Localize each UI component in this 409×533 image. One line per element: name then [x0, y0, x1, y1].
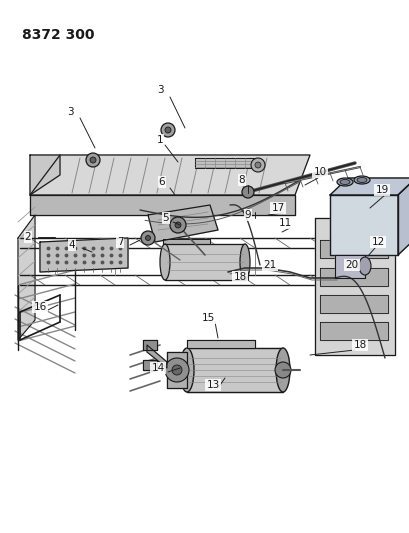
Text: 19: 19: [375, 185, 388, 195]
Polygon shape: [30, 155, 309, 195]
Text: 12: 12: [371, 237, 384, 247]
Text: 3: 3: [67, 107, 73, 117]
Text: 11: 11: [278, 218, 291, 228]
Circle shape: [170, 217, 186, 233]
Polygon shape: [319, 240, 387, 258]
Text: 16: 16: [33, 302, 47, 312]
Polygon shape: [40, 238, 128, 272]
Polygon shape: [314, 218, 394, 355]
Circle shape: [86, 153, 100, 167]
Circle shape: [241, 186, 254, 198]
Text: 4: 4: [69, 240, 75, 250]
Polygon shape: [148, 205, 218, 242]
Polygon shape: [397, 178, 409, 255]
Ellipse shape: [239, 244, 249, 280]
Polygon shape: [30, 155, 60, 195]
Polygon shape: [187, 340, 254, 348]
Text: 1: 1: [156, 135, 163, 145]
Text: 20: 20: [345, 260, 358, 270]
Ellipse shape: [339, 180, 349, 184]
Text: 18: 18: [353, 340, 366, 350]
Text: 8: 8: [238, 175, 245, 185]
Polygon shape: [143, 340, 157, 350]
Circle shape: [161, 123, 175, 137]
Polygon shape: [163, 239, 209, 244]
Circle shape: [172, 365, 182, 375]
Text: 8372 300: 8372 300: [22, 28, 94, 42]
Circle shape: [164, 127, 171, 133]
Ellipse shape: [180, 348, 193, 392]
Ellipse shape: [275, 348, 289, 392]
Polygon shape: [329, 178, 409, 195]
Ellipse shape: [336, 178, 352, 186]
Ellipse shape: [358, 257, 370, 275]
Polygon shape: [187, 348, 282, 392]
Circle shape: [90, 157, 96, 163]
Circle shape: [250, 158, 264, 172]
Ellipse shape: [356, 177, 366, 182]
Circle shape: [164, 358, 189, 382]
Polygon shape: [30, 195, 294, 215]
Circle shape: [254, 162, 261, 168]
Text: 3: 3: [156, 85, 163, 95]
Polygon shape: [164, 244, 245, 280]
Polygon shape: [319, 322, 387, 340]
Polygon shape: [143, 360, 157, 370]
Ellipse shape: [353, 176, 369, 184]
Circle shape: [145, 236, 150, 240]
Polygon shape: [195, 158, 254, 168]
Text: 6: 6: [158, 177, 165, 187]
Polygon shape: [334, 255, 364, 278]
Text: 18: 18: [233, 272, 246, 282]
Circle shape: [141, 231, 155, 245]
Text: 17: 17: [271, 203, 284, 213]
Ellipse shape: [160, 244, 170, 280]
Circle shape: [175, 222, 180, 228]
Polygon shape: [166, 352, 187, 388]
Text: 5: 5: [162, 213, 169, 223]
Text: 13: 13: [206, 380, 219, 390]
Polygon shape: [319, 295, 387, 313]
Polygon shape: [147, 345, 166, 368]
Text: 15: 15: [201, 313, 214, 323]
Text: 2: 2: [25, 232, 31, 242]
Text: 9: 9: [244, 210, 251, 220]
Polygon shape: [18, 215, 35, 340]
Polygon shape: [319, 268, 387, 286]
Circle shape: [274, 362, 290, 378]
Text: 7: 7: [117, 237, 123, 247]
Text: 14: 14: [151, 363, 164, 373]
Text: 10: 10: [312, 167, 326, 177]
Text: 21: 21: [263, 260, 276, 270]
Polygon shape: [329, 195, 397, 255]
